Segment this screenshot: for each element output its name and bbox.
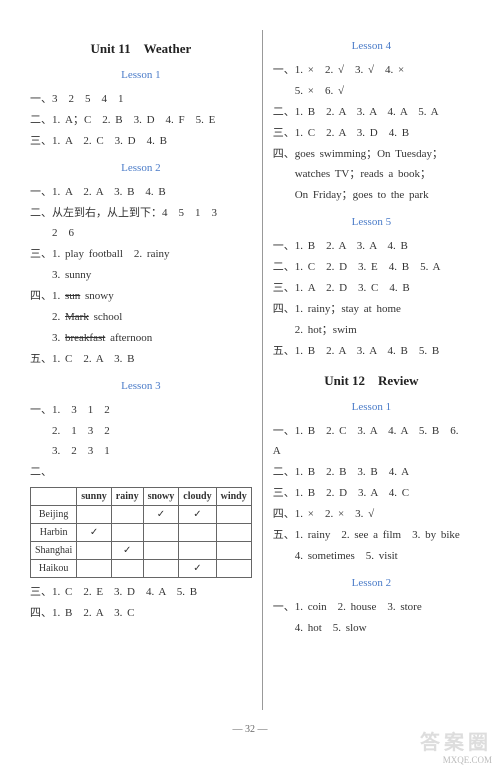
unit-title: Unit 11 Weather xyxy=(30,38,252,57)
answer-line: 2 6 xyxy=(30,223,252,244)
table-row: Shanghai xyxy=(31,542,252,560)
lesson-heading: Lesson 5 xyxy=(273,216,470,228)
check-icon xyxy=(143,506,179,524)
answer-line: 二、1. B 2. B 3. B 4. A xyxy=(273,462,470,483)
row-header: Harbin xyxy=(31,524,77,542)
lesson-heading: Lesson 1 xyxy=(273,401,470,413)
answer-line: 三、1. C 2. A 3. D 4. B xyxy=(273,123,470,144)
col-header: rainy xyxy=(111,488,143,506)
check-icon xyxy=(179,560,216,578)
answer-line: 二、1. A；C 2. B 3. D 4. F 5. E xyxy=(30,110,252,131)
lesson-heading: Lesson 3 xyxy=(30,380,252,392)
table-row: sunny rainy snowy cloudy windy xyxy=(31,488,252,506)
answer-line: 二、1. B 2. A 3. A 4. A 5. A xyxy=(273,102,470,123)
answer-line: 五、1. C 2. A 3. B xyxy=(30,349,252,370)
answer-line: 3. sunny xyxy=(30,265,252,286)
answer-line: 一、1. 3 1 2 xyxy=(30,400,252,421)
answer-line: 一、1. A 2. A 3. B 4. B xyxy=(30,182,252,203)
watermark-url: MXQE.COM xyxy=(420,755,492,766)
lesson-heading: Lesson 4 xyxy=(273,40,470,52)
answer-line: 三、1. A 2. D 3. C 4. B xyxy=(273,278,470,299)
answer-line: 一、3 2 5 4 1 xyxy=(30,89,252,110)
answer-line: 四、1. rainy；stay at home xyxy=(273,299,470,320)
watermark: 答案圈 MXQE.COM xyxy=(420,731,492,766)
row-header: Beijing xyxy=(31,506,77,524)
check-icon xyxy=(111,542,143,560)
watermark-text: 答案圈 xyxy=(420,731,492,755)
answer-line: 2. hot；swim xyxy=(273,320,470,341)
answer-line: 三、1. C 2. E 3. D 4. A 5. B xyxy=(30,582,252,603)
strike-text: sun xyxy=(65,290,80,302)
col-header: windy xyxy=(216,488,251,506)
lesson-heading: Lesson 2 xyxy=(273,577,470,589)
answer-line: 3. 2 3 1 xyxy=(30,441,252,462)
answer-line: 一、1. × 2. √ 3. √ 4. × xyxy=(273,60,470,81)
table-row: Beijing xyxy=(31,506,252,524)
lesson-heading: Lesson 1 xyxy=(30,69,252,81)
row-header: Haikou xyxy=(31,560,77,578)
left-column: Unit 11 Weather Lesson 1 一、3 2 5 4 1 二、1… xyxy=(20,30,263,710)
strike-text: Mark xyxy=(65,311,89,323)
lesson-heading: Lesson 2 xyxy=(30,162,252,174)
col-header: cloudy xyxy=(179,488,216,506)
right-column: Lesson 4 一、1. × 2. √ 3. √ 4. × 5. × 6. √… xyxy=(263,30,480,710)
answer-line: 4. hot 5. slow xyxy=(273,618,470,639)
row-header: Shanghai xyxy=(31,542,77,560)
table-row: Harbin xyxy=(31,524,252,542)
answer-line: 一、1. coin 2. house 3. store xyxy=(273,597,470,618)
strike-text: breakfast xyxy=(65,332,105,344)
check-icon xyxy=(77,524,112,542)
weather-table: sunny rainy snowy cloudy windy Beijing H… xyxy=(30,487,252,578)
answer-line: 一、1. B 2. C 3. A 4. A 5. B 6. A xyxy=(273,421,470,463)
answer-line: 4. sometimes 5. visit xyxy=(273,546,470,567)
answer-line: 2. 1 3 2 xyxy=(30,421,252,442)
answer-line: 四、goes swimming；On Tuesday； xyxy=(273,144,470,165)
answer-line: 3. breakfast afternoon xyxy=(30,328,252,349)
answer-line: 三、1. play football 2. rainy xyxy=(30,244,252,265)
col-header: sunny xyxy=(77,488,112,506)
table-row: Haikou xyxy=(31,560,252,578)
check-icon xyxy=(179,506,216,524)
answer-line: watches TV；reads a book； xyxy=(273,164,470,185)
col-header: snowy xyxy=(143,488,179,506)
answer-line: 三、1. B 2. D 3. A 4. C xyxy=(273,483,470,504)
answer-line: 二、 xyxy=(30,462,252,483)
answer-line: 五、1. rainy 2. see a film 3. by bike xyxy=(273,525,470,546)
unit-title: Unit 12 Review xyxy=(273,370,470,389)
answer-line: 二、1. C 2. D 3. E 4. B 5. A xyxy=(273,257,470,278)
answer-line: 四、1. sun snowy xyxy=(30,286,252,307)
answer-line: 5. × 6. √ xyxy=(273,81,470,102)
answer-line: 二、从左到右，从上到下：4 5 1 3 xyxy=(30,203,252,224)
answer-line: 一、1. B 2. A 3. A 4. B xyxy=(273,236,470,257)
answer-line: On Friday；goes to the park xyxy=(273,185,470,206)
answer-line: 四、1. B 2. A 3. C xyxy=(30,603,252,624)
page-content: Unit 11 Weather Lesson 1 一、3 2 5 4 1 二、1… xyxy=(0,0,500,720)
answer-line: 四、1. × 2. × 3. √ xyxy=(273,504,470,525)
answer-line: 2. Mark school xyxy=(30,307,252,328)
answer-line: 五、1. B 2. A 3. A 4. B 5. B xyxy=(273,341,470,362)
answer-line: 三、1. A 2. C 3. D 4. B xyxy=(30,131,252,152)
